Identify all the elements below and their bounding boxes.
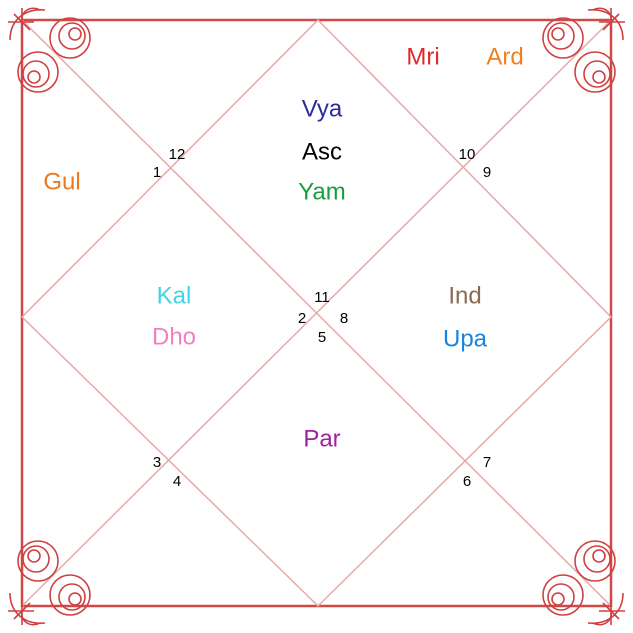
planet-label: Dho bbox=[152, 323, 196, 350]
house-number: 11 bbox=[314, 289, 330, 306]
kundli-chart: 12 1 10 9 11 2 85 34 76 Mri Ard Vya Asc Yam Gul Kal Dho I… bbox=[0, 0, 633, 633]
house-number: 8 bbox=[340, 310, 348, 327]
planet-label: Yam bbox=[298, 178, 346, 205]
planet-label: Kal bbox=[157, 282, 192, 309]
house-number: 2 bbox=[298, 310, 306, 327]
house-number: 12 bbox=[169, 146, 186, 163]
house-number: 10 bbox=[459, 146, 476, 163]
labels: 12 1 10 9 11 2 85 34 76 Mri Ard Vya Asc Yam Gul Kal Dho I… bbox=[43, 43, 523, 490]
house-number: 6 bbox=[463, 473, 471, 490]
planet-label: Asc bbox=[302, 138, 342, 165]
house-number: 4 bbox=[173, 473, 181, 490]
house-number: 1 bbox=[153, 164, 161, 181]
house-number: 9 bbox=[483, 164, 491, 181]
planet-label: Gul bbox=[43, 168, 80, 195]
house-number: 5 bbox=[318, 329, 326, 346]
planet-label: Ind bbox=[448, 282, 481, 309]
planet-label: Vya bbox=[302, 95, 343, 122]
planet-label: Mri bbox=[406, 43, 439, 70]
house-number: 3 bbox=[153, 454, 161, 471]
planet-label: Ard bbox=[486, 43, 523, 70]
house-number: 7 bbox=[483, 454, 491, 471]
planet-label: Upa bbox=[443, 325, 488, 352]
planet-label: Par bbox=[303, 425, 340, 452]
